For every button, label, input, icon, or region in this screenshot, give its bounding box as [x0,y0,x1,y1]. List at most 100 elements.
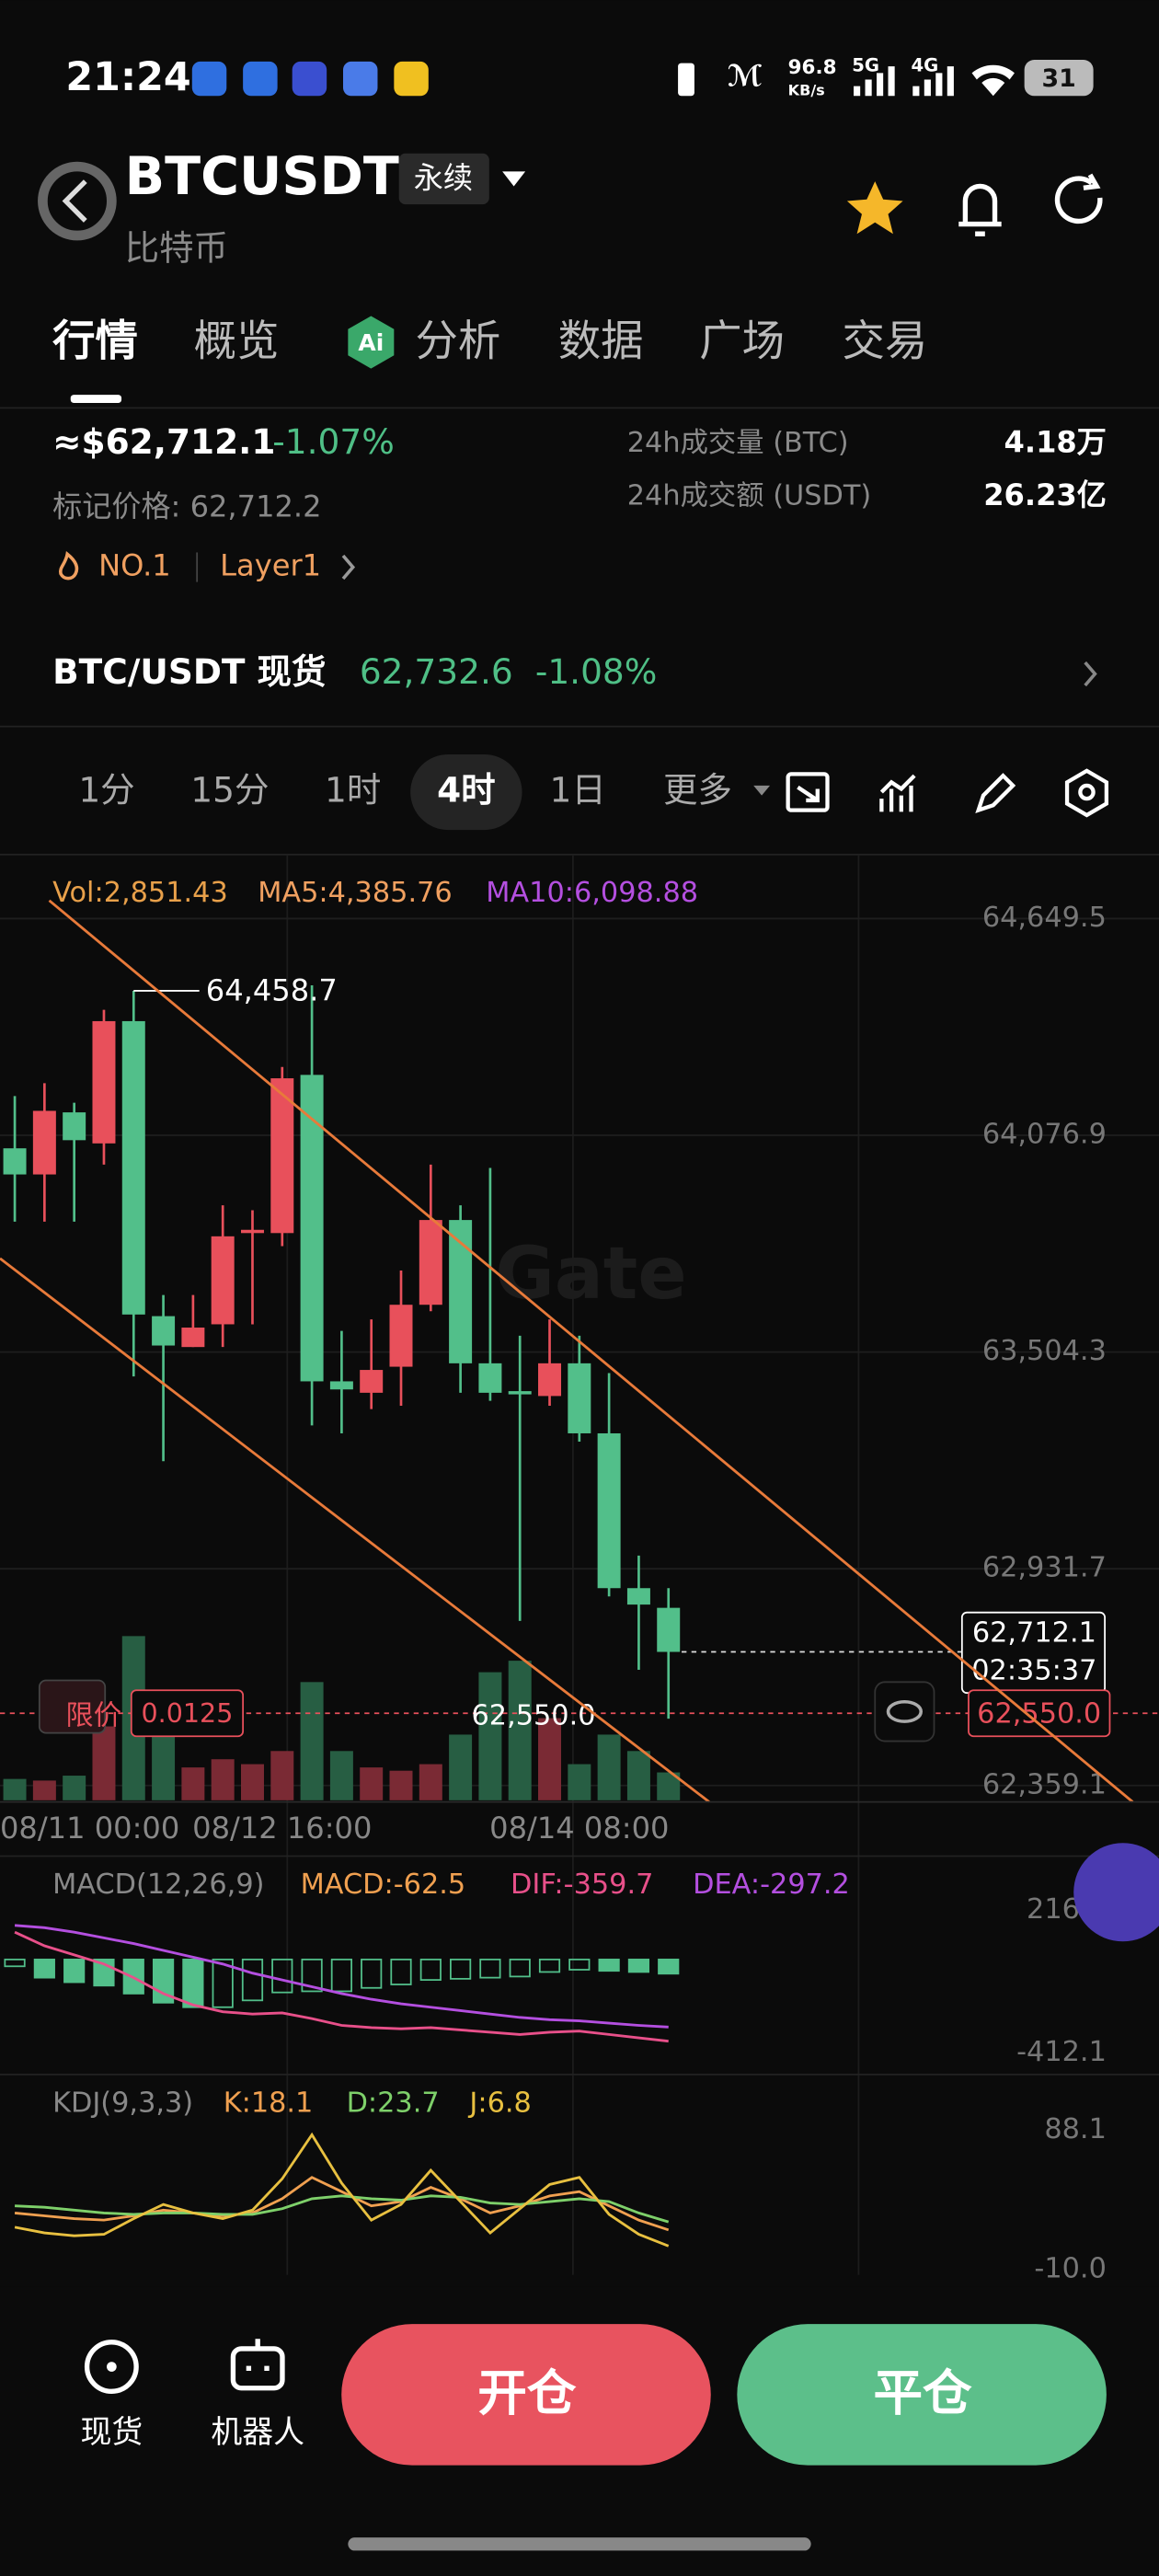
volume-bar [32,1780,56,1800]
macd-bar [479,1958,501,1979]
trend-line[interactable] [0,1257,710,1803]
dropdown-arrow [753,785,771,796]
volume-bar [270,1751,294,1800]
x-tick-label: 08/14 08:00 [489,1811,669,1846]
macd-bar [390,1958,412,1985]
spot-label[interactable]: BTC/USDT 现货 [52,651,326,692]
interval[interactable]: 1日 [550,770,606,811]
series-line [14,1924,669,2029]
tab[interactable]: 交易 [843,316,928,365]
y-tick-label: -10.0 [1034,2253,1106,2285]
open-label: 开仓 [477,2363,577,2421]
coin-name: 比特币 [125,228,228,269]
signal-icon [854,66,954,97]
spot-button[interactable]: 现货 [80,2414,143,2450]
candle-body [300,1075,324,1382]
legend-item: J:6.8 [467,2087,531,2119]
candle-body [32,1110,56,1175]
chart-tools[interactable] [786,768,1109,818]
change: -1.07% [272,421,395,462]
candle-body [240,1229,264,1234]
legend-item: MACD:-62.5 [301,1869,466,1901]
spot-change: -1.08% [535,651,658,692]
legend-item: DEA:-297.2 [693,1869,850,1901]
share-button[interactable] [1054,173,1103,224]
candle-body [181,1328,205,1348]
volume-bar [419,1764,442,1800]
macd-bar [361,1958,383,1989]
chevron[interactable] [1084,661,1097,687]
amt: 26.23亿 [983,477,1107,512]
interval[interactable]: 1时 [325,770,381,811]
macd-bar [598,1958,620,1972]
x-tick-label: 08/11 00:00 [0,1811,179,1846]
interval[interactable]: 更多 [663,770,732,811]
badge-text: 永续 [414,160,473,195]
limit-tag-box[interactable] [38,1679,107,1734]
spot-price: 62,732.6 [360,651,513,692]
candle-body [657,1607,681,1652]
tab[interactable]: 数据 [558,316,644,365]
macd-bar [538,1958,561,1973]
ai-icon-text: Ai [358,329,384,356]
amt-label: 24h成交额 (USDT) [627,479,871,512]
candle-body [121,1020,145,1315]
candle-body [211,1236,235,1325]
candle-body [389,1305,413,1367]
candle-body [538,1363,562,1397]
tag: Layer1 [220,548,321,583]
close-button[interactable] [737,2324,1107,2466]
bot-icon[interactable] [230,2346,285,2391]
kdj-lines [14,2132,670,2248]
macd-bar [658,1958,680,1975]
favorite-button[interactable] [846,181,903,235]
trend-line[interactable] [48,899,1134,1803]
tab[interactable]: 广场 [699,316,785,365]
macd-bar [509,1958,531,1978]
macd-bar [33,1958,55,1979]
spot-icon[interactable] [84,2340,139,2394]
panel-title: MACD(12,26,9) [52,1869,264,1901]
back-arrow [62,179,87,223]
alert-button[interactable] [958,183,1002,236]
vol: 4.18万 [1004,425,1107,460]
x-tick-label: 08/12 16:00 [192,1811,372,1846]
chevron[interactable] [341,554,356,581]
macd-bar [271,1958,293,1994]
symbol: BTCUSDT [125,146,399,207]
interval[interactable]: 15分 [190,770,269,811]
badge [398,153,489,205]
candle-body [329,1381,353,1390]
open-button[interactable] [341,2324,711,2466]
dropdown-arrow[interactable] [502,171,526,187]
candle-body [270,1078,294,1234]
price: ≈$62,712.1 [52,421,275,462]
interval[interactable]: 1分 [78,770,134,811]
limit-price-box [968,1689,1111,1738]
y-tick-label: 64,649.5 [982,902,1107,934]
volume-bar [626,1751,650,1800]
floating-button[interactable] [1073,1843,1159,1942]
eye-button[interactable] [874,1681,935,1742]
volume-bar [360,1767,384,1800]
nfc-icon: ℳ [728,59,763,94]
candle-body [419,1220,442,1305]
interval[interactable]: 4时 [437,770,496,811]
bot-button[interactable]: 机器人 [211,2414,304,2450]
spot-icon-dot [107,2362,117,2372]
back-button[interactable] [38,161,117,241]
tab[interactable]: 行情 [52,316,138,365]
tab[interactable]: 概览 [194,316,280,365]
volume-bar [181,1767,205,1800]
rank: NO.1 [98,548,171,583]
y-tick-label: 64,076.9 [982,1119,1107,1151]
tab[interactable]: 分析 [416,316,501,365]
close-label: 平仓 [873,2363,972,2421]
clock: 21:24 [65,54,190,100]
y-tick-label: -412.1 [1016,2036,1107,2068]
candle-body [508,1391,532,1395]
battery-icon [1024,60,1094,97]
macd-bar [568,1958,591,1971]
candle-body [626,1588,650,1605]
